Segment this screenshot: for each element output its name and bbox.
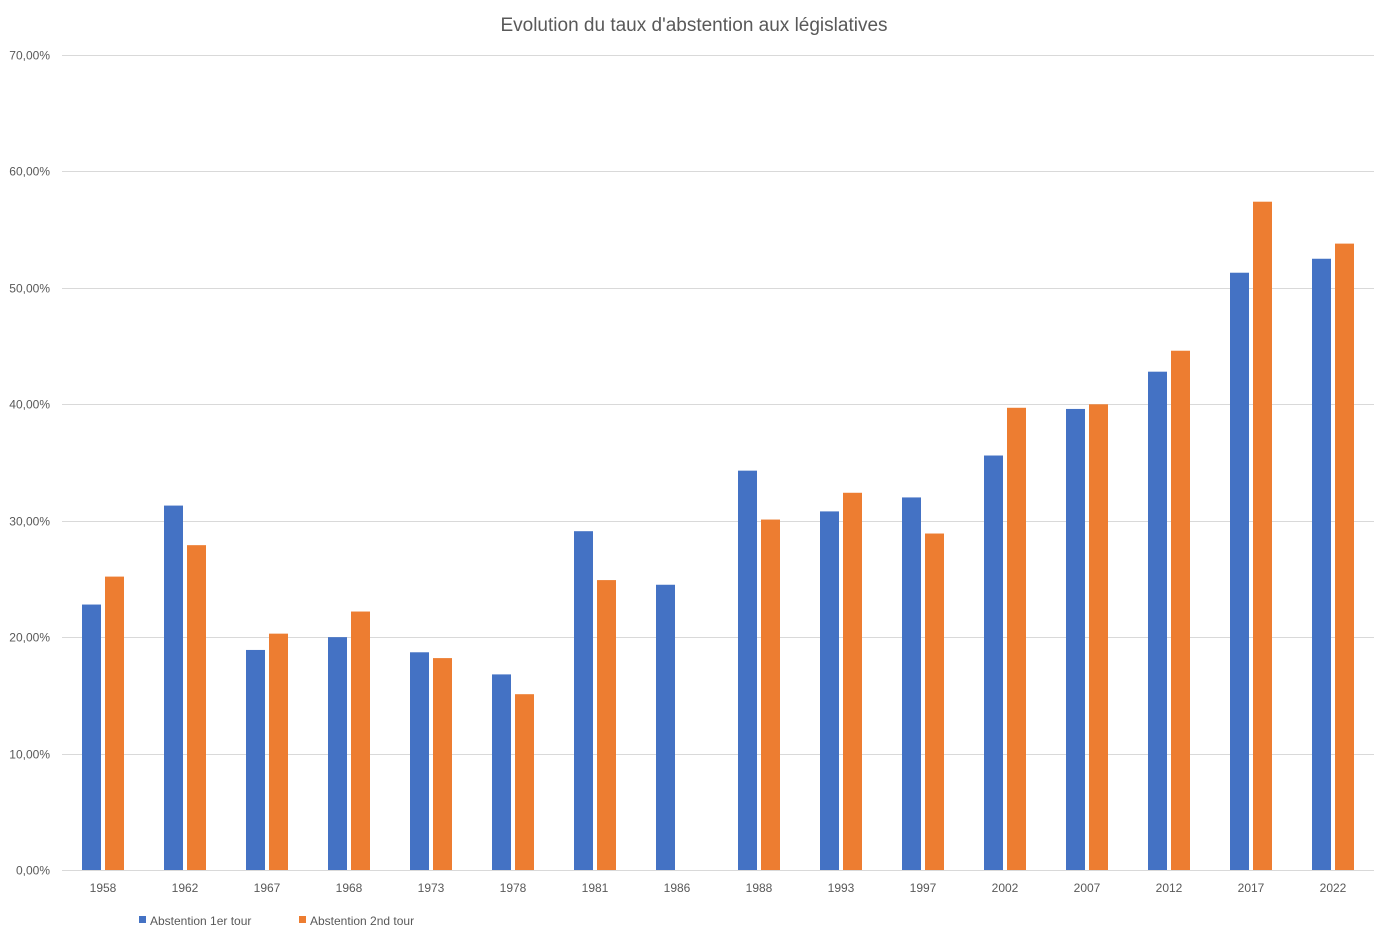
bar-series-1-1997	[902, 497, 921, 870]
bar-series-2-2022	[1335, 243, 1354, 871]
bar-series-1-1981	[574, 531, 593, 870]
bar-series-1-1958	[82, 604, 101, 870]
chart-title: Evolution du taux d'abstention aux légis…	[500, 15, 887, 36]
bar-series-2-1981	[597, 580, 616, 870]
bar-series-2-1958	[105, 576, 124, 870]
bar-series-1-1986	[656, 584, 675, 870]
bar-series-1-1988	[738, 470, 757, 870]
y-tick-label: 60,00%	[9, 165, 50, 179]
bar-series-1-2017	[1230, 272, 1249, 870]
y-axis-ticks: 0,00% 10,00% 20,00% 30,00% 40,00% 50,00% 60,00…	[9, 49, 50, 878]
x-tick-label: 2002	[992, 881, 1019, 895]
bar-series-2-1968	[351, 611, 370, 870]
x-tick-label: 1986	[664, 881, 691, 895]
x-tick-label: 1962	[172, 881, 199, 895]
y-tick-label: 20,00%	[9, 631, 50, 645]
legend-label-series-2: Abstention 2nd tour	[310, 914, 414, 928]
bar-series-2-1988	[761, 519, 780, 870]
legend-swatch-series-2	[299, 916, 306, 923]
bar-series-1-1973	[410, 652, 429, 870]
bar-series-2-1973	[433, 658, 452, 870]
bar-series-2-1962	[187, 545, 206, 870]
x-tick-label: 1958	[90, 881, 117, 895]
x-tick-label: 1993	[828, 881, 855, 895]
x-tick-label: 2012	[1156, 881, 1183, 895]
bar-series-1-1993	[820, 511, 839, 870]
bar-series-2-2007	[1089, 404, 1108, 870]
x-tick-label: 2022	[1320, 881, 1347, 895]
x-tick-label: 1973	[418, 881, 445, 895]
x-tick-label: 1978	[500, 881, 527, 895]
bar-series-1-2002	[984, 455, 1003, 870]
legend-label-series-1: Abstention 1er tour	[150, 914, 251, 928]
bar-series-2-2012	[1171, 350, 1190, 870]
bar-series-2-2017	[1253, 201, 1272, 870]
bar-series-1-1962	[164, 505, 183, 870]
legend: Abstention 1er tour Abstention 2nd tour	[139, 914, 414, 928]
x-tick-label: 2007	[1074, 881, 1101, 895]
x-tick-label: 2017	[1238, 881, 1265, 895]
bar-series-1-1967	[246, 649, 265, 870]
y-tick-label: 40,00%	[9, 398, 50, 412]
x-axis-ticks: 1958 1962 1967 1968 1973 1978 1981 1986 1988 1993…	[90, 881, 1347, 895]
y-tick-label: 30,00%	[9, 515, 50, 529]
bar-series-1-1968	[328, 637, 347, 870]
bars	[82, 201, 1354, 871]
y-tick-label: 0,00%	[16, 864, 50, 878]
bar-series-2-1967	[269, 633, 288, 870]
y-tick-label: 70,00%	[9, 49, 50, 63]
y-tick-label: 10,00%	[9, 748, 50, 762]
legend-swatch-series-1	[139, 916, 146, 923]
x-tick-label: 1967	[254, 881, 281, 895]
bar-series-1-2007	[1066, 408, 1085, 870]
y-tick-label: 50,00%	[9, 282, 50, 296]
x-tick-label: 1988	[746, 881, 773, 895]
bar-series-1-2022	[1312, 258, 1331, 870]
x-tick-label: 1997	[910, 881, 937, 895]
bar-series-1-2012	[1148, 371, 1167, 870]
bar-series-2-1997	[925, 533, 944, 870]
bar-series-2-1993	[843, 492, 862, 870]
bar-series-2-1978	[515, 694, 534, 870]
x-tick-label: 1981	[582, 881, 609, 895]
bar-series-1-1978	[492, 674, 511, 870]
bar-series-2-2002	[1007, 407, 1026, 870]
x-tick-label: 1968	[336, 881, 363, 895]
